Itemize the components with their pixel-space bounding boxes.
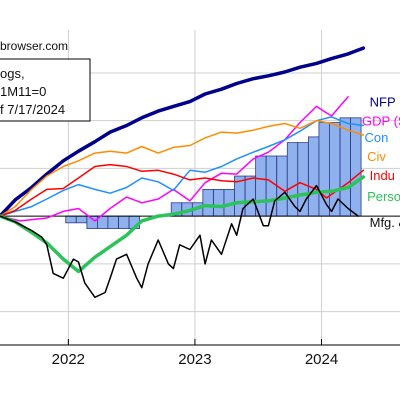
bar-9: [118, 215, 130, 229]
series-line-civ: [0, 119, 365, 217]
series-label-con: Con: [365, 130, 389, 145]
series-label-civ: Civ: [367, 149, 386, 164]
x-axis: 2022 2023 2024: [0, 339, 400, 368]
series-label-gdp-s: GDP (S: [362, 114, 400, 129]
series-line-nfp: [0, 46, 366, 218]
series-line-gdp-s: [0, 96, 349, 222]
bar-5: [75, 215, 88, 224]
bar-30: [339, 117, 351, 217]
x-tick-label-1: 2023: [178, 351, 211, 368]
bar-25: [286, 142, 299, 217]
series-line-indu: [0, 163, 365, 217]
series-line-person: [0, 175, 366, 274]
bar-4: [65, 215, 77, 224]
bar-18: [213, 189, 225, 217]
bar-21: [244, 175, 257, 217]
series-label-person: Person: [367, 189, 400, 204]
bar-28: [318, 122, 330, 217]
series-label-nfp: NFP: [370, 95, 396, 110]
series-label-mfg-t: Mfg. & t: [370, 215, 400, 230]
note-line-1: ogs,: [0, 66, 25, 81]
note-box: ogs, 1M11=0 f 7/17/2024: [0, 58, 91, 122]
bar-8: [107, 215, 119, 229]
bar-17: [202, 189, 214, 217]
bar-27: [308, 136, 320, 217]
series-line-con: [0, 116, 365, 217]
bar-29: [329, 122, 341, 217]
bar-22: [255, 155, 267, 217]
note-line-3: f 7/17/2024: [0, 102, 65, 117]
series-label-indu: Indu: [370, 168, 395, 183]
line-series: [0, 46, 366, 299]
x-tick-label-2: 2024: [305, 351, 338, 368]
series-labels: NFP GDP (SCon Civ Indu Person Mfg. & t: [362, 95, 400, 230]
note-box-frame: [0, 58, 91, 122]
x-tick-label-0: 2022: [52, 351, 85, 368]
note-line-2: 1M11=0: [0, 84, 46, 99]
bar-23: [265, 155, 278, 217]
series-line-mfg-t: [0, 184, 359, 299]
source-text: browser.com: [0, 39, 68, 53]
